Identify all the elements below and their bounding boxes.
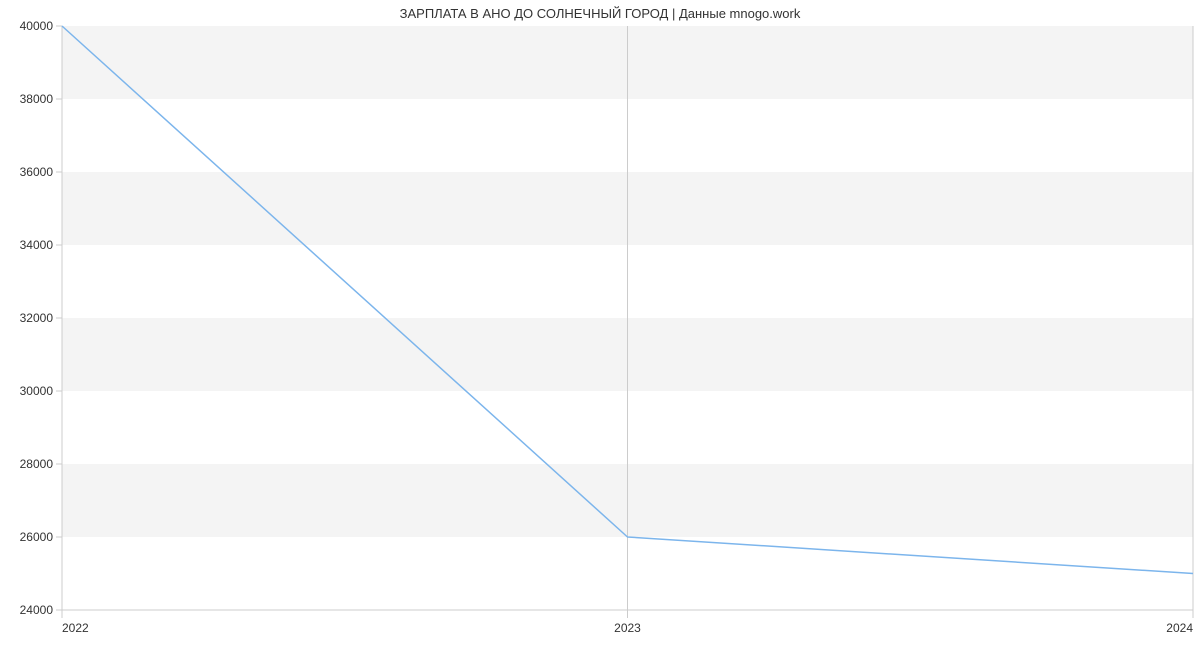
- y-tick-label: 36000: [20, 165, 54, 179]
- y-tick-label: 32000: [20, 311, 54, 325]
- y-tick-label: 28000: [20, 457, 54, 471]
- y-tick-label: 24000: [20, 603, 54, 617]
- y-tick-label: 38000: [20, 92, 54, 106]
- y-tick-label: 30000: [20, 384, 54, 398]
- x-tick-label: 2022: [62, 621, 89, 635]
- chart-svg: 24000 26000 28000 30000 32000 34000 36000 38000…: [0, 0, 1200, 650]
- x-tick-label: 2023: [614, 621, 641, 635]
- y-tick-label: 40000: [20, 19, 54, 33]
- y-tick-label: 26000: [20, 530, 54, 544]
- y-tick-label: 34000: [20, 238, 54, 252]
- salary-chart: ЗАРПЛАТА В АНО ДО СОЛНЕЧНЫЙ ГОРОД | Данн…: [0, 0, 1200, 650]
- x-tick-label: 2024: [1166, 621, 1193, 635]
